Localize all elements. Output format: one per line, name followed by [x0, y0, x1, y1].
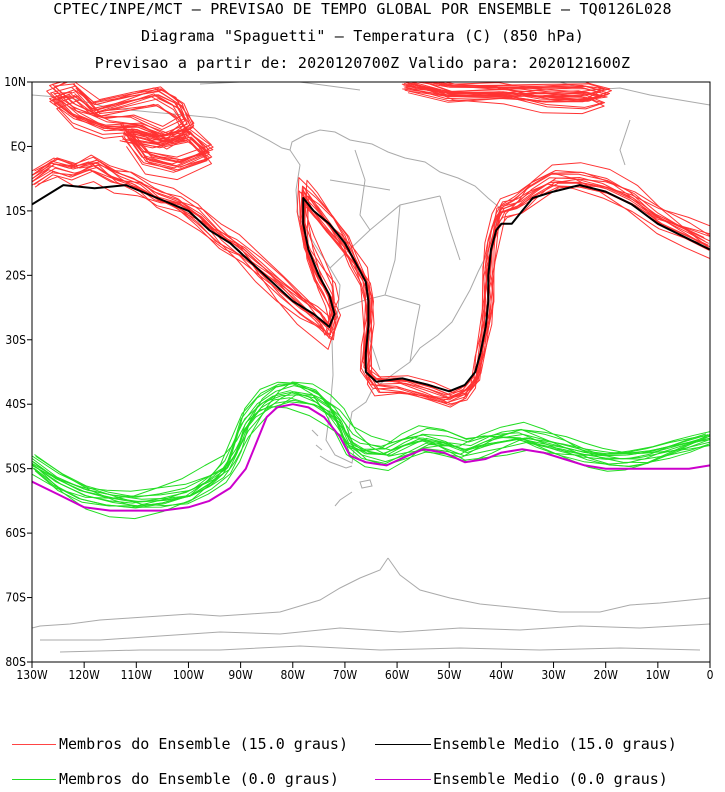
y-tick-label-2: 10S [5, 204, 26, 218]
tierra-del-fuego [311, 429, 353, 469]
x-tick-label-8: 50W [437, 668, 462, 682]
y-tick-label-7: 60S [5, 526, 26, 540]
y-tick-label-3: 20S [5, 268, 26, 282]
series-member-0-line [32, 406, 706, 499]
series-member-15-line [53, 88, 185, 127]
series-member-15-line [32, 162, 710, 401]
series-member-15-line [49, 82, 189, 143]
y-tick-label-6: 50S [5, 462, 26, 476]
title-line-2: Diagrama "Spaguetti" – Temperatura (C) (… [140, 27, 585, 45]
series-member-0-line [37, 381, 710, 520]
legend-swatch-green [12, 779, 56, 780]
spaghetti-chart: 130W 120W 110W 100W 90W 80W 70W 60W 50W 40W 30W 20W… [4, 75, 713, 682]
y-tick-label-9: 80S [5, 655, 26, 669]
series-member-15-line [401, 82, 605, 100]
x-tick-label-12: 10W [646, 668, 671, 682]
x-tick-label-5: 80W [281, 668, 306, 682]
legend-swatch-red [12, 744, 56, 745]
x-tick-label-2: 110W [121, 668, 153, 682]
x-tick-label-1: 120W [69, 668, 101, 682]
series-member-0-line [33, 382, 710, 508]
series-member-0-line [32, 385, 710, 503]
series-member-15-line [32, 169, 707, 408]
series-mean-0-line [32, 403, 710, 512]
x-tick-label-10: 30W [541, 668, 566, 682]
title-line-1: CPTEC/INPE/MCT – PREVISAO DE TEMPO GLOBA… [53, 0, 672, 18]
series-member-0-line [32, 391, 709, 503]
antarctic-coast-east [387, 557, 710, 613]
x-tick-label-7: 60W [385, 668, 410, 682]
series-member-15-line [422, 82, 606, 110]
series-member-15-line [53, 83, 188, 134]
series-member-0-line [32, 392, 710, 504]
x-tick-label-3: 100W [173, 668, 205, 682]
series-member-15-line [129, 129, 210, 163]
x-tick-label-13: 0 [707, 668, 714, 682]
series-member-15-line [121, 133, 213, 171]
legend-swatch-black [375, 744, 431, 745]
series-member-15-line [129, 133, 209, 172]
y-tick-label-8: 70S [5, 591, 26, 605]
series-member-15-line [411, 82, 605, 115]
series-member-0-line [32, 397, 710, 498]
x-tick-label-11: 20W [593, 668, 618, 682]
title-line-3: Previsao a partir de: 2020120700Z Valido… [94, 54, 631, 72]
x-tick-label-6: 70W [333, 668, 358, 682]
x-tick-label-0: 130W [16, 668, 48, 682]
series-member-15-line [37, 162, 710, 394]
country-borders [329, 149, 461, 371]
y-tick-label-0: 10N [4, 75, 26, 89]
antarctica-interior [40, 623, 710, 653]
y-tick-label-4: 30S [5, 333, 26, 347]
series-member-15-line [123, 136, 208, 173]
series-member-0-line [35, 399, 710, 497]
series-member-15-line [32, 157, 710, 398]
antarctic-peninsula [32, 557, 389, 629]
legend-label-members-15: Membros do Ensemble (15.0 graus) [59, 735, 348, 753]
series-member-15-line [32, 165, 709, 399]
series-mean-15-line [32, 184, 710, 393]
series-layer [32, 82, 710, 520]
legend-label-members-0: Membros do Ensemble (0.0 graus) [59, 770, 339, 788]
series-member-15-line [123, 131, 206, 165]
series-member-0-line [32, 381, 710, 507]
series-member-15-line [125, 129, 212, 181]
series-member-15-line [34, 170, 710, 398]
legend-swatch-purple [375, 779, 431, 780]
x-tick-label-4: 90W [228, 668, 253, 682]
series-member-15-line [129, 128, 209, 167]
y-tick-label-1: EQ [11, 139, 26, 153]
axis-ticks: 130W 120W 110W 100W 90W 80W 70W 60W 50W 40W 30W 20W… [4, 75, 713, 682]
series-member-0-line [32, 390, 707, 507]
x-tick-label-9: 40W [489, 668, 514, 682]
legend-label-mean-0: Ensemble Medio (0.0 graus) [433, 770, 668, 788]
y-tick-label-5: 40S [5, 397, 26, 411]
plot-frame [31, 81, 711, 663]
series-member-15-line [404, 82, 606, 102]
legend-label-mean-15: Ensemble Medio (15.0 graus) [433, 735, 677, 753]
series-member-15-line [32, 159, 710, 404]
caribbean [199, 82, 361, 91]
series-member-0-line [32, 394, 710, 500]
falklands [334, 479, 373, 507]
